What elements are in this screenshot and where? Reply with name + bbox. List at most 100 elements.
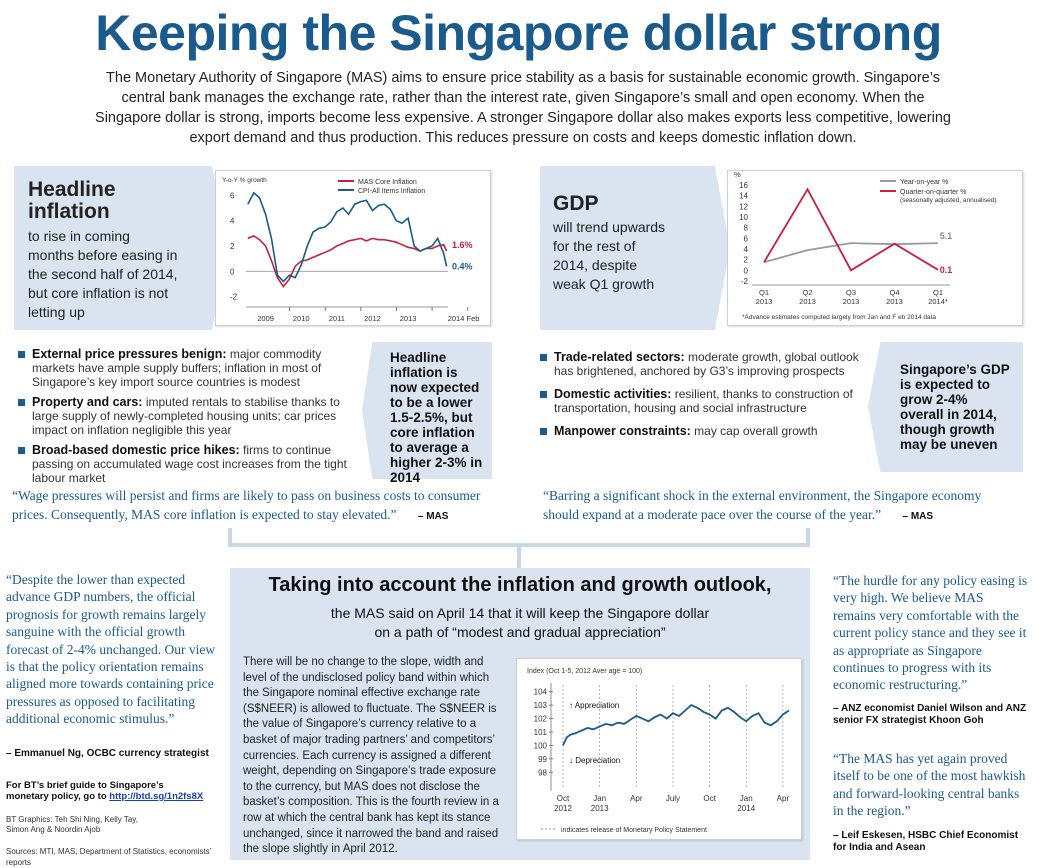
sources-credit: Sources: MTI, MAS, Department of Statist…: [6, 847, 212, 867]
inflation-chart-box: Y-o-Y % growth 6 4 2 0 -2 2009 2010 2011 2012 2013…: [215, 170, 491, 326]
sneer-chart-box: Index (Oct 1-5, 2012 Aver age = 100) 104 1…: [516, 658, 802, 840]
policy-subtitle-line1: the MAS said on April 14 that it will ke…: [330, 605, 710, 621]
y-tick-label: 2: [744, 256, 749, 265]
series-line-qoq: [763, 187, 939, 272]
inflation-text: to rise in coming months before easing i…: [28, 228, 178, 320]
quote-attrib: – MAS: [902, 511, 934, 522]
left-quote-attrib: – Emmanuel Ng, OCBC currency strategist: [6, 748, 209, 759]
y-tick-label: 10: [739, 213, 748, 222]
legend-label: Year-on-year %: [900, 179, 948, 186]
guide-note: For BT’s brief guide to Singapore’s mone…: [6, 780, 206, 802]
x-tick-label: 2013: [799, 297, 816, 306]
x-tick-label: 2014*: [928, 297, 948, 306]
policy-subtitle: the MAS said on April 14 that it will ke…: [230, 604, 810, 642]
bullet-text: imputed rentals to stabilise thanks to l…: [32, 395, 340, 437]
y-tick-label: -2: [230, 293, 238, 302]
y-tick-label: 8: [744, 224, 749, 233]
x-tick-label: Jan: [593, 794, 606, 803]
inflation-bullets: External price pressures benign: major c…: [18, 347, 358, 491]
x-tick-label: Q3: [846, 288, 856, 297]
y-tick-label: 101: [534, 728, 548, 737]
quote-text: “Barring a significant shock in the exte…: [543, 488, 982, 522]
series-line-yoy: [763, 242, 939, 264]
annotation-label: ↓ Depreciation: [569, 756, 620, 765]
gdp-bullets: Trade-related sectors: moderate growth, …: [540, 350, 860, 444]
quote-text: “Wage pressures will persist and firms a…: [12, 488, 481, 522]
inflation-chart: Y-o-Y % growth 6 4 2 0 -2 2009 2010 2011 2012 2013…: [222, 177, 480, 323]
gdp-quote: “Barring a significant shock in the exte…: [543, 486, 1013, 526]
graphics-credit: BT Graphics: Teh Shi Ning, Kelly Tay, Si…: [6, 815, 138, 834]
x-tick-label: 2010: [293, 314, 310, 323]
y-tick-label: 16: [739, 181, 748, 190]
y-axis-label: Y-o-Y % growth: [222, 177, 267, 184]
x-tick-label: Q1: [759, 288, 769, 297]
bullet-head: External price pressures benign:: [32, 347, 227, 361]
bullet-head: Manpower constraints:: [554, 424, 691, 438]
x-tick-label: Q4: [889, 288, 899, 297]
y-tick-label: 14: [739, 192, 748, 201]
y-tick-label: 2: [230, 242, 235, 251]
x-tick-label: 2009: [257, 314, 274, 323]
data-label: 1.6%: [452, 240, 473, 250]
bullet-text: moderate growth, global outlook has brig…: [554, 350, 859, 378]
guide-text: For BT’s brief guide to Singapore’s mone…: [6, 780, 164, 802]
x-tick-label: 2013: [400, 314, 417, 323]
x-tick-label: Q2: [802, 288, 812, 297]
annotation-label: ↑ Appreciation: [569, 701, 619, 710]
guide-link[interactable]: http://btd.sg/1n2fs8X: [109, 791, 204, 802]
bullet-text: major commodity markets have ample suppl…: [32, 347, 322, 389]
series-line-sneer: [562, 704, 790, 746]
quote-attrib: – MAS: [417, 511, 449, 522]
data-label: 0.1: [940, 265, 953, 275]
y-tick-label: 0: [744, 266, 749, 275]
legend-label: indicates release of Monetary Policy Sta…: [561, 827, 707, 834]
x-tick-label: Oct: [557, 794, 570, 803]
bullet-text: firms to continue passing on accumulated…: [32, 443, 347, 485]
gdp-callout-bg: [868, 342, 1023, 472]
y-axis-label: Index (Oct 1-5, 2012 Aver age = 100): [527, 668, 642, 675]
policy-body: There will be no change to the slope, wi…: [243, 656, 499, 856]
gdp-bullet: Trade-related sectors: moderate growth, …: [540, 350, 860, 378]
x-tick-label: Oct: [703, 794, 716, 803]
x-tick-label: 2012: [364, 314, 381, 323]
x-tick-label: Apr: [630, 794, 643, 803]
inflation-panel-bg: [14, 166, 229, 330]
data-label: 0.4%: [452, 261, 473, 271]
right-quote-1-attrib: – ANZ economist Daniel Wilson and ANZ se…: [833, 703, 1027, 726]
right-quote-1: “The hurdle for any policy easing is ver…: [833, 573, 1028, 693]
page-title: Keeping the Singapore dollar strong: [95, 5, 942, 61]
inflation-bullet: External price pressures benign: major c…: [18, 347, 358, 389]
legend-label: CPI-All Items Inflation: [358, 188, 425, 195]
x-tick-label: Apr: [777, 794, 790, 803]
gdp-chart: %1614121086420-2Q12013Q22013Q32013Q42013…: [734, 170, 996, 321]
inflation-bullet: Broad-based domestic price hikes: firms …: [18, 443, 358, 485]
legend-label: MAS Core Inflation: [358, 179, 417, 186]
policy-title: Taking into account the inflation and gr…: [268, 574, 772, 596]
x-tick-label: 2012: [554, 804, 572, 813]
inflation-callout-bg: [362, 342, 492, 479]
y-tick-label: 103: [534, 701, 548, 710]
chart-note: *Advance estimates computed largely from…: [742, 314, 936, 321]
y-tick-label: 104: [534, 688, 548, 697]
left-quote: “Despite the lower than expected advance…: [6, 572, 216, 727]
right-quote-2-attrib: – Leif Eskesen, HSBC Chief Economist for…: [833, 830, 1019, 853]
legend-label: Quarter-on-quarter %: [900, 189, 967, 196]
legend-label: (seasonally adjusted, annualised): [900, 197, 996, 204]
y-tick-label: 4: [744, 245, 749, 254]
inflation-heading-line1: Headline: [28, 178, 116, 201]
inflation-heading-line2: inflation: [28, 200, 110, 223]
bullet-head: Property and cars:: [32, 395, 143, 409]
connector-line: [806, 528, 810, 546]
x-tick-label: 2014 Feb: [448, 314, 480, 323]
inflation-bullet: Property and cars: imputed rentals to st…: [18, 395, 358, 437]
bullet-head: Domestic activities:: [554, 387, 672, 401]
y-tick-label: 98: [538, 768, 547, 777]
y-tick-label: 100: [534, 741, 548, 750]
policy-subtitle-line2: on a path of “modest and gradual appreci…: [374, 624, 666, 640]
connector-line: [517, 543, 521, 569]
x-tick-label: 2013: [886, 297, 903, 306]
y-tick-label: 12: [739, 202, 748, 211]
sneer-chart: Index (Oct 1-5, 2012 Aver age = 100) 104 1…: [527, 668, 790, 834]
intro-paragraph: The Monetary Authority of Singapore (MAS…: [95, 70, 951, 146]
y-tick-label: 102: [534, 715, 548, 724]
